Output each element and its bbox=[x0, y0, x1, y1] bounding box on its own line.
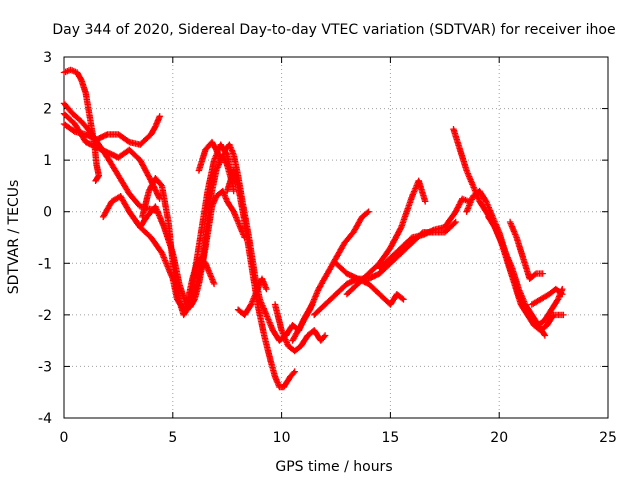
y-tick-label: -3 bbox=[38, 359, 52, 375]
y-tick-label: 0 bbox=[43, 205, 52, 221]
y-tick-label: 3 bbox=[43, 50, 52, 66]
series-markers bbox=[289, 208, 372, 344]
x-tick-label: 10 bbox=[273, 430, 291, 446]
y-axis-label: SDTVAR / TECUs bbox=[6, 180, 22, 295]
series-markers bbox=[485, 213, 567, 334]
plot-frame bbox=[63, 56, 609, 419]
grid-lines bbox=[64, 57, 608, 418]
series-track-8 bbox=[182, 254, 218, 313]
x-tick-label: 25 bbox=[599, 430, 617, 446]
series-track-23 bbox=[528, 285, 566, 308]
series-markers bbox=[234, 275, 270, 319]
series-track-18 bbox=[376, 195, 472, 272]
x-tick-labels: 0 5 10 15 20 25 bbox=[60, 430, 617, 446]
x-tick-label: 5 bbox=[168, 430, 177, 446]
series-markers bbox=[60, 113, 163, 148]
series-markers bbox=[506, 218, 546, 282]
series-track-14 bbox=[289, 208, 372, 344]
series-markers bbox=[528, 285, 566, 308]
series-track-9 bbox=[195, 138, 224, 174]
series-markers bbox=[182, 254, 218, 313]
y-tick-label: 1 bbox=[43, 153, 52, 169]
series-markers bbox=[376, 195, 472, 272]
x-tick-label: 0 bbox=[60, 430, 69, 446]
data-points bbox=[60, 66, 567, 391]
x-axis-label: GPS time / hours bbox=[275, 459, 392, 475]
axis-ticks bbox=[63, 56, 609, 419]
y-tick-labels: -4 -3 -2 -1 0 1 2 3 bbox=[38, 50, 52, 427]
y-tick-label: 2 bbox=[43, 102, 52, 118]
series-track-12 bbox=[234, 275, 270, 319]
series-markers bbox=[343, 177, 429, 298]
series-track-17 bbox=[343, 177, 429, 298]
x-tick-label: 15 bbox=[381, 430, 399, 446]
series-track-20 bbox=[463, 187, 566, 329]
series-markers bbox=[463, 187, 566, 329]
series-track-22 bbox=[506, 218, 546, 282]
y-tick-label: -4 bbox=[38, 411, 52, 427]
x-tick-label: 20 bbox=[490, 430, 508, 446]
series-track-13 bbox=[271, 301, 329, 355]
series-track-3 bbox=[60, 113, 163, 148]
y-tick-label: -2 bbox=[38, 308, 52, 324]
series-markers bbox=[271, 301, 329, 355]
series-markers bbox=[195, 138, 224, 174]
chart-title: Day 344 of 2020, Sidereal Day-to-day VTE… bbox=[52, 22, 615, 38]
y-tick-label: -1 bbox=[38, 256, 52, 272]
series-track-21 bbox=[485, 213, 567, 334]
